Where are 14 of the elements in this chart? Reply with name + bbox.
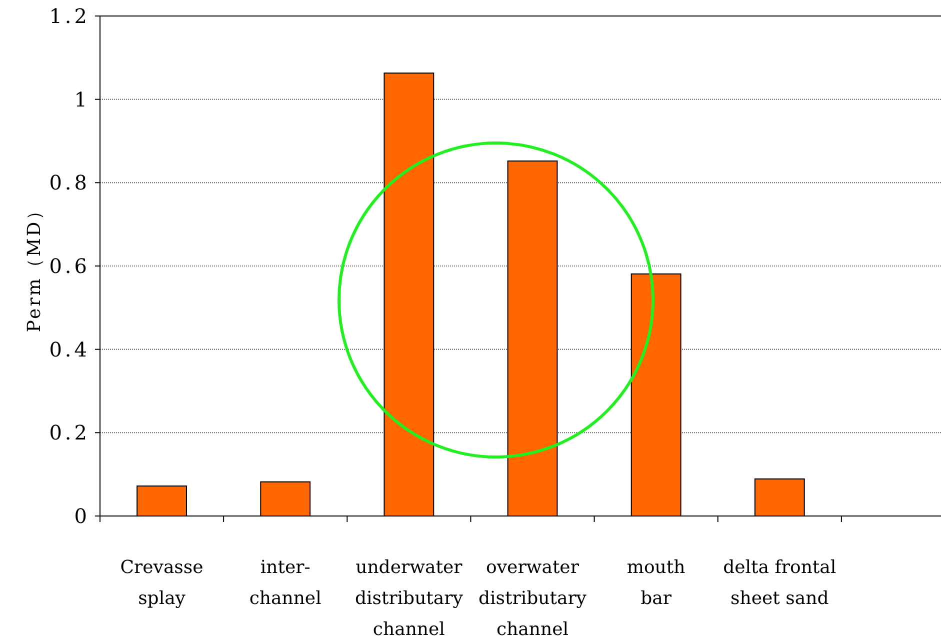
x-tick-label: mouth bar — [626, 557, 686, 609]
y-tick-label: 0.4 — [49, 337, 90, 362]
y-axis-title: Perm（MD） — [24, 200, 45, 332]
y-tick-label: 0 — [74, 504, 90, 528]
x-tick-label: inter- channel — [249, 557, 322, 609]
x-tick-label: underwater distributary channel — [354, 557, 464, 640]
x-tick-label: Crevasse splay — [120, 557, 204, 609]
x-tick-label: overwater distributary channel — [478, 557, 588, 640]
y-tick-label: 0.6 — [49, 254, 90, 278]
y-tick-label: 1 — [74, 87, 90, 112]
y-tick-label: 0.2 — [49, 420, 90, 445]
x-tick-label: delta frontal sheet sand — [723, 557, 836, 609]
y-tick-label: 0.8 — [49, 170, 90, 195]
y-tick-label: 1.2 — [49, 4, 90, 28]
